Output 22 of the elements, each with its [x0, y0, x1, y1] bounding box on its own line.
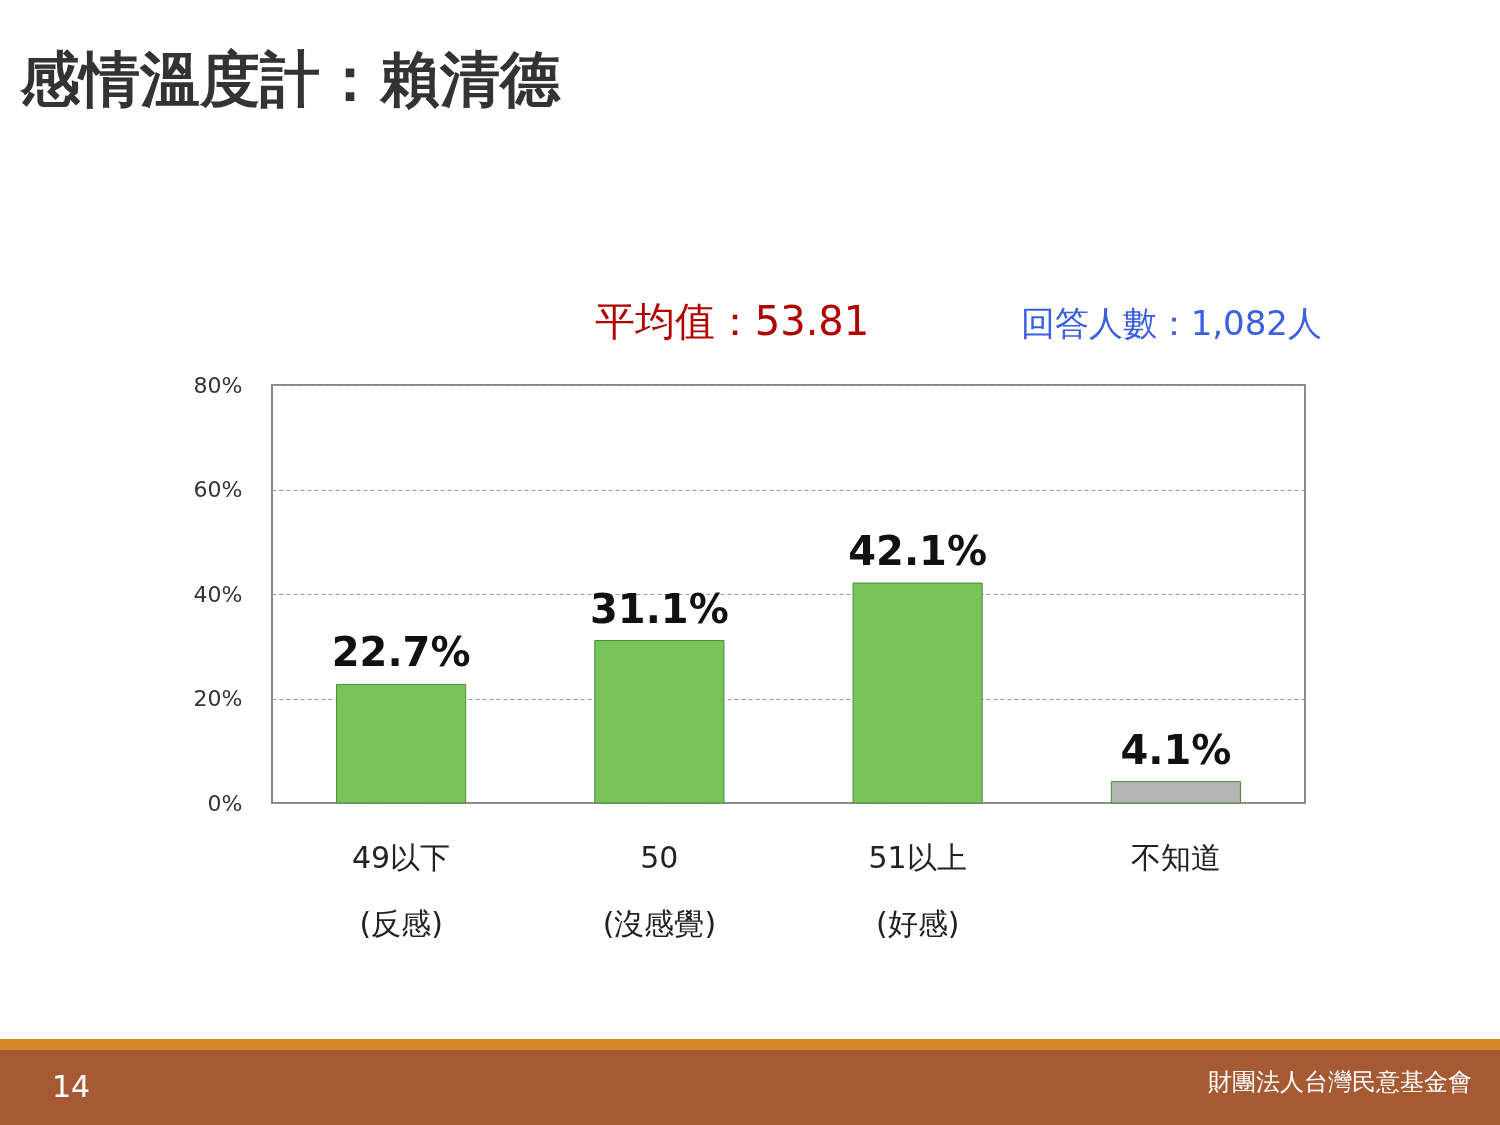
text: 平均值：53.81 [594, 298, 870, 344]
x-tick-label: 50 (沒感覺) [602, 839, 717, 941]
data-label: 22.7% [331, 629, 471, 676]
bar [594, 640, 725, 804]
y-tick-label: 0% [207, 790, 243, 816]
bar [336, 683, 467, 804]
data-label: 42.1% [848, 528, 988, 575]
text: 14 [52, 1069, 91, 1104]
x-tick-label: 49以下 (反感) [352, 839, 451, 941]
y-tick-label: 80% [193, 372, 243, 398]
x-tick-label: 不知道 [1130, 839, 1221, 875]
text: 財團法人台灣民意基金會 [1208, 1068, 1472, 1096]
x-tick-label: 51以上 (好感) [868, 839, 967, 941]
bar [852, 582, 983, 804]
text: 回答人數：1,082人 [1020, 303, 1322, 343]
y-tick-label: 60% [193, 477, 243, 502]
data-label: 4.1% [1120, 726, 1232, 773]
chart-title: 感情溫度計：賴清德 [19, 44, 561, 114]
bar [1110, 781, 1241, 804]
y-tick-label: 40% [193, 581, 243, 607]
y-tick-label: 20% [193, 686, 243, 711]
data-label: 31.1% [589, 585, 729, 632]
